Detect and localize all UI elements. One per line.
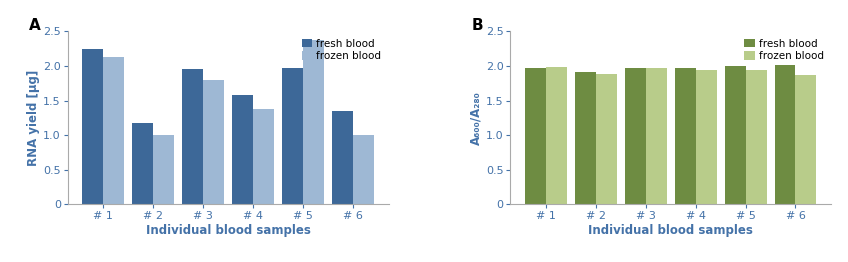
Bar: [153, 134, 175, 204]
X-axis label: Individual blood samples: Individual blood samples: [589, 224, 753, 237]
Bar: [332, 111, 353, 204]
Bar: [103, 57, 125, 204]
Bar: [303, 40, 324, 204]
Bar: [645, 68, 667, 204]
Bar: [132, 123, 153, 204]
Text: B: B: [471, 18, 483, 32]
Bar: [675, 68, 695, 204]
Bar: [745, 70, 767, 204]
Bar: [546, 67, 566, 204]
Text: A: A: [30, 18, 41, 32]
Bar: [254, 109, 274, 204]
Y-axis label: A₆₀₀/A₂₈₀: A₆₀₀/A₂₈₀: [470, 91, 483, 145]
Bar: [695, 70, 717, 204]
Bar: [232, 95, 254, 204]
Bar: [525, 68, 546, 204]
Bar: [204, 80, 224, 204]
Y-axis label: RNA yield [µg]: RNA yield [µg]: [27, 70, 41, 166]
Legend: fresh blood, frozen blood: fresh blood, frozen blood: [299, 37, 383, 63]
Bar: [596, 74, 616, 204]
Bar: [575, 72, 596, 204]
Legend: fresh blood, frozen blood: fresh blood, frozen blood: [742, 37, 826, 63]
Bar: [625, 68, 645, 204]
Bar: [795, 75, 817, 204]
Bar: [282, 68, 303, 204]
Bar: [182, 69, 204, 204]
Bar: [724, 66, 745, 204]
Bar: [353, 134, 374, 204]
Bar: [774, 65, 795, 204]
Bar: [82, 49, 103, 204]
X-axis label: Individual blood samples: Individual blood samples: [146, 224, 310, 237]
